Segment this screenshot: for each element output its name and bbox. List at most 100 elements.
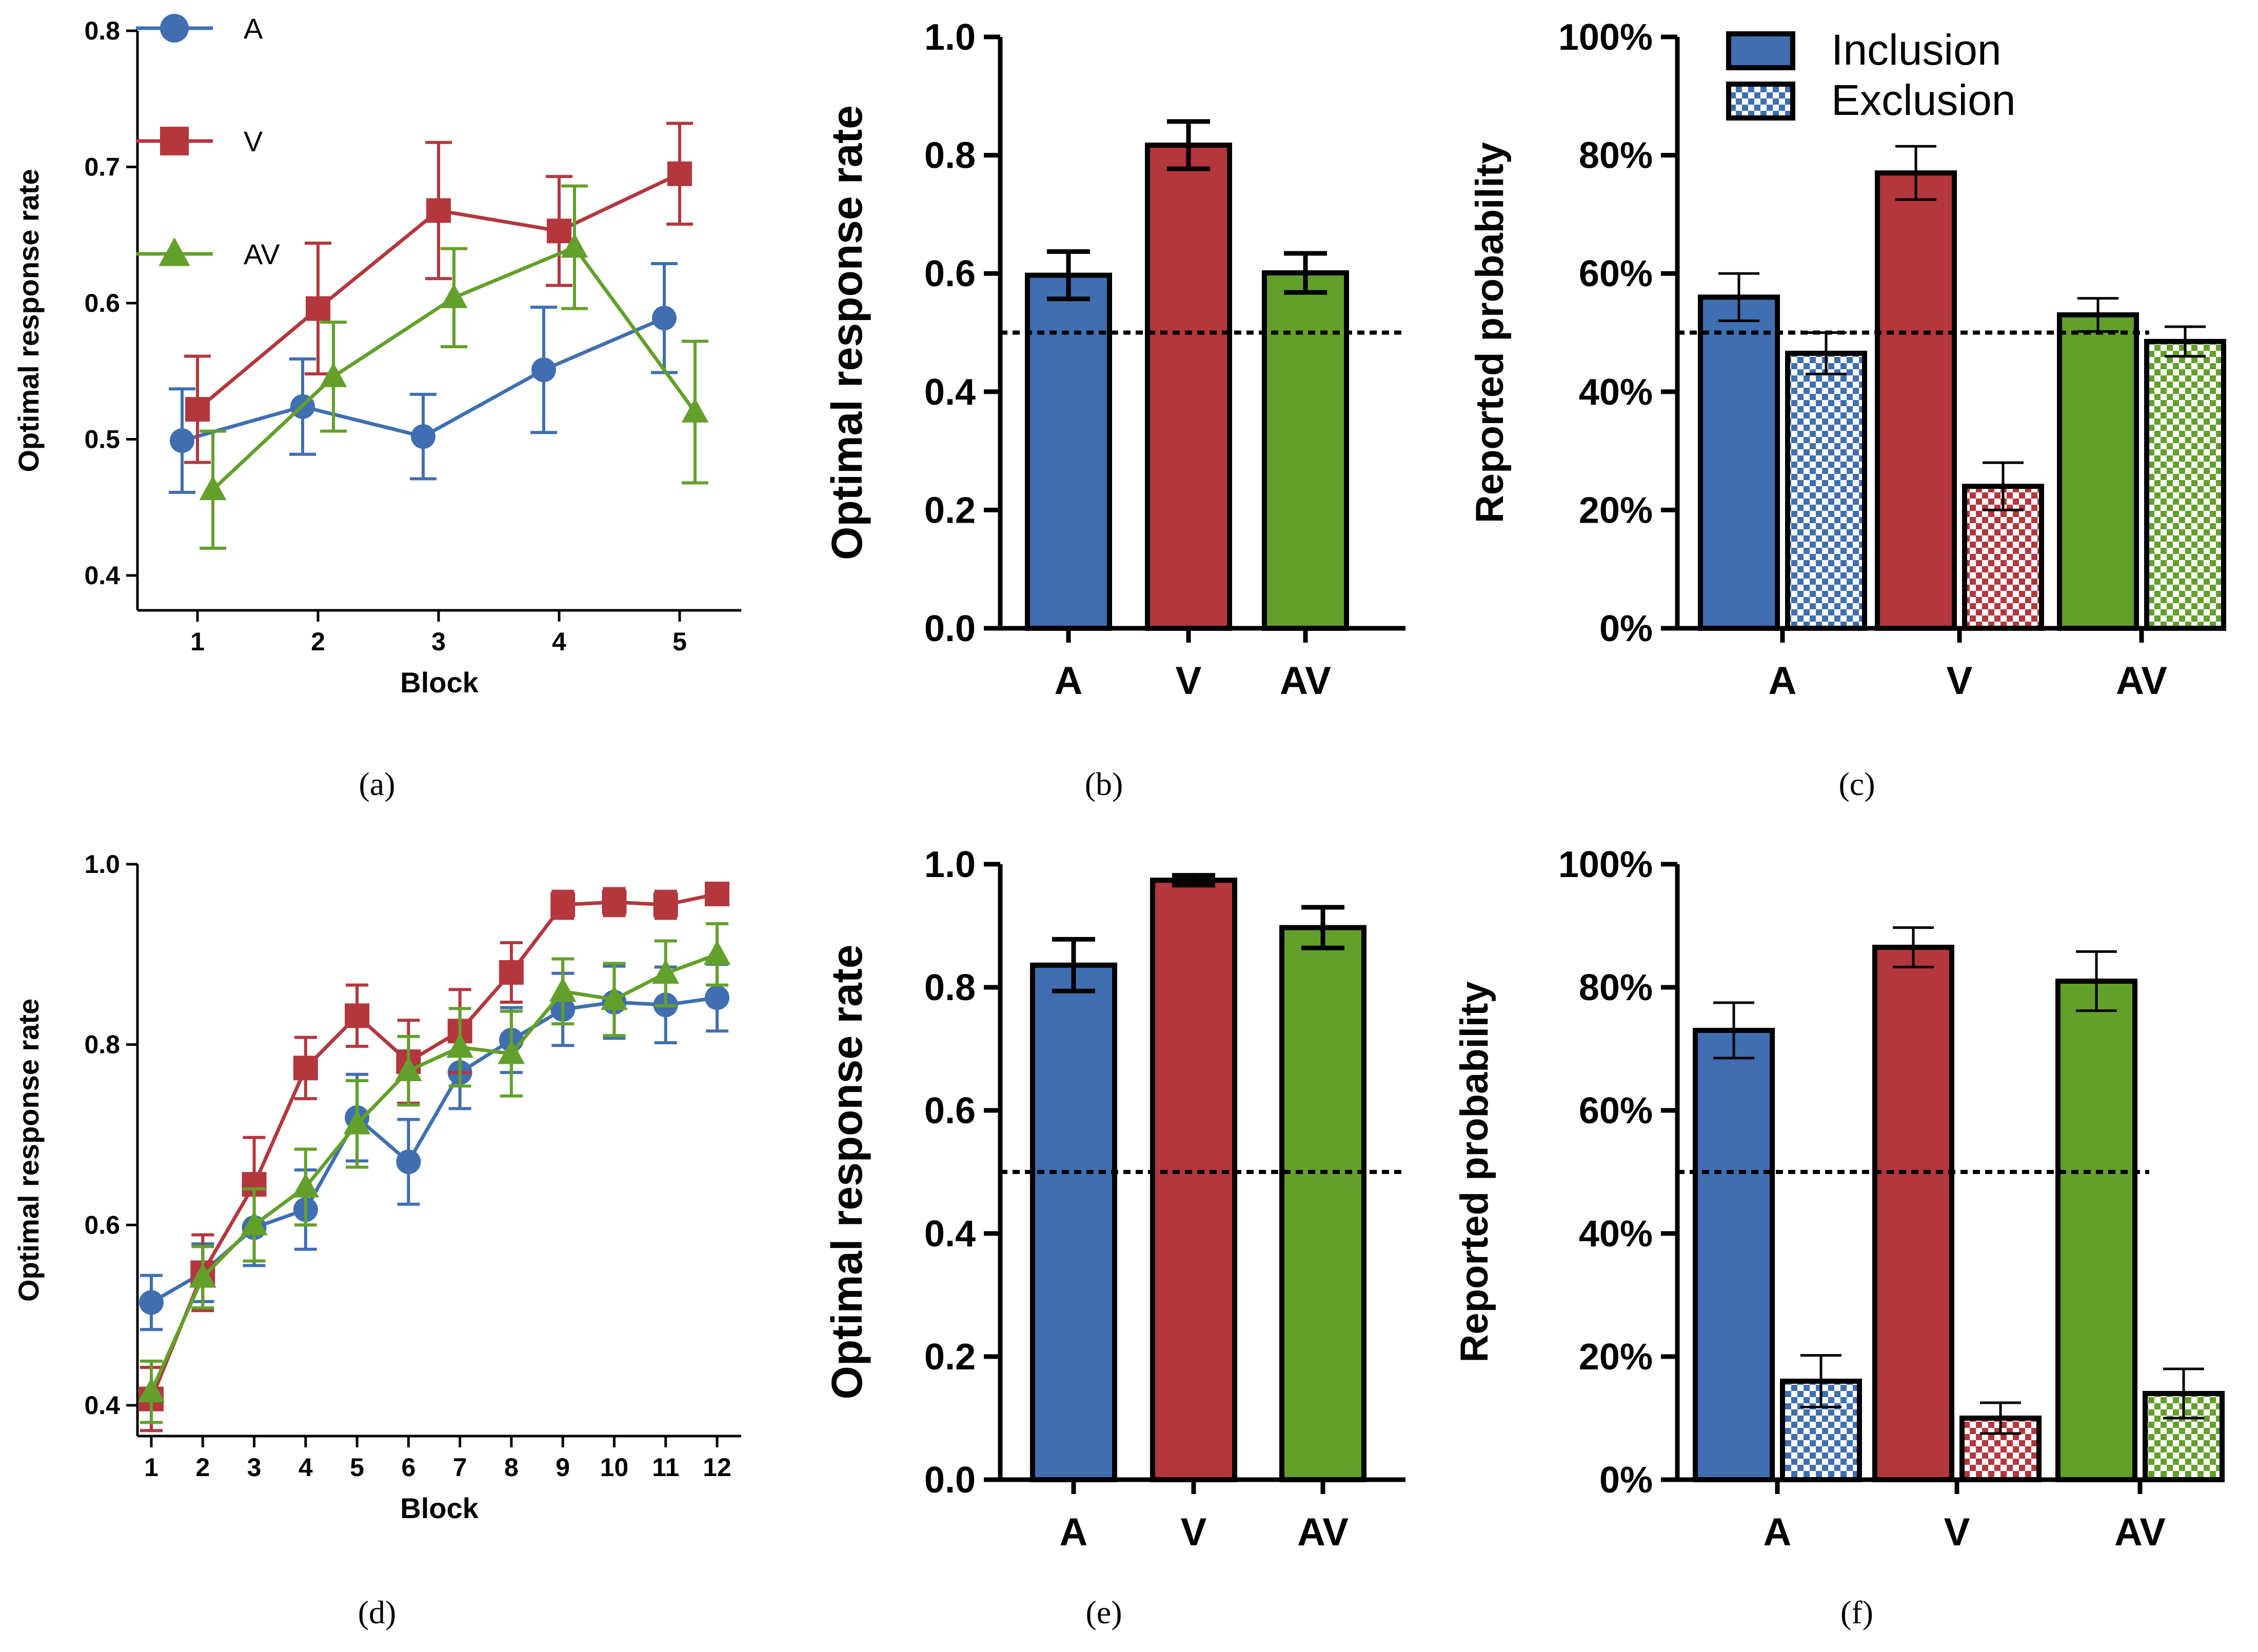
data-point	[498, 1039, 525, 1064]
x-tick-label: 1	[190, 627, 205, 656]
y-tick-label: 0.5	[84, 425, 120, 454]
data-point	[549, 977, 577, 1002]
x-axis-title: Block	[400, 666, 479, 699]
y-tick-label: 0.4	[84, 561, 120, 590]
caption-d: (d)	[358, 1594, 397, 1630]
y-tick-label: 1.0	[84, 850, 120, 879]
bar-A-inclusion	[1693, 1028, 1775, 1482]
x-tick-label: 10	[600, 1453, 629, 1482]
x-tick-label: 8	[504, 1453, 519, 1482]
data-point	[653, 892, 678, 918]
data-point	[440, 283, 468, 308]
y-axis-title: Optimal response rate	[12, 169, 45, 472]
data-point	[293, 1056, 318, 1081]
error-bar-A	[1052, 937, 1095, 993]
y-tick-label: 1.0	[924, 844, 976, 885]
data-point	[550, 892, 576, 918]
x-tick-label: A	[1764, 1510, 1792, 1554]
panel-a-line-chart: 0.4 0.5 0.6 0.7 0.8 1 2 3 4 5 Block Optimal respons…	[12, 12, 741, 699]
data-point	[320, 362, 347, 387]
legend-label: V	[244, 125, 263, 157]
panel-b-bar-chart: 0.0 0.2 0.4 0.6 0.8 1.0 Optimal response rate A…	[823, 17, 1405, 703]
error-bar-AV-exclusion	[2163, 1367, 2204, 1420]
x-tick-label: 12	[703, 1453, 731, 1482]
legend-marker	[159, 237, 190, 266]
panel-e-bar-chart: 0.0 0.2 0.4 0.6 0.8 1.0 Optimal response rate A…	[823, 844, 1405, 1554]
x-tick-label: AV	[2116, 659, 2167, 703]
data-point	[547, 218, 571, 244]
series-AV	[199, 184, 709, 550]
series-A	[139, 963, 729, 1331]
error-bar-AV-exclusion	[2165, 325, 2206, 358]
bar-V-inclusion	[1872, 945, 1954, 1482]
x-tick-label: AV	[1297, 1510, 1349, 1554]
bar-A-exclusion	[1785, 350, 1867, 631]
x-tick-label: 2	[195, 1453, 210, 1482]
x-tick-label: V	[1176, 659, 1202, 703]
y-tick-label: 0.6	[84, 289, 120, 317]
y-axis-title: Optimal response rate	[823, 945, 871, 1400]
x-tick-label: 4	[552, 627, 566, 656]
data-point	[292, 1172, 320, 1198]
series-V	[184, 122, 693, 464]
data-point	[681, 397, 709, 423]
y-tick-label: 0.7	[84, 153, 120, 182]
legend-swatch	[1726, 82, 1795, 121]
legend-label: Exclusion	[1831, 76, 2016, 124]
y-tick-label: 100%	[1558, 17, 1653, 58]
data-point	[189, 1263, 216, 1288]
caption-a: (a)	[359, 766, 395, 802]
data-point	[602, 889, 627, 914]
legend-swatch	[1726, 31, 1795, 70]
error-bar-AV-inclusion	[2076, 950, 2117, 1012]
x-tick-label: 5	[672, 627, 687, 656]
x-tick-label: 3	[431, 627, 446, 656]
x-tick-label: 9	[556, 1453, 570, 1482]
y-tick-label: 0.8	[84, 16, 120, 45]
data-point	[396, 1149, 421, 1175]
data-point	[345, 1003, 370, 1028]
bar-AV-exclusion	[2144, 339, 2226, 631]
y-tick-label: 20%	[1579, 1337, 1653, 1378]
data-point	[531, 357, 556, 383]
bar-AV	[1262, 270, 1349, 631]
y-tick-label: 0.6	[924, 253, 976, 294]
y-tick-label: 0.8	[924, 967, 976, 1008]
series-line	[149, 952, 718, 1393]
x-tick-label: A	[1769, 659, 1797, 703]
y-axis-title: Reported probability	[1453, 981, 1496, 1362]
data-point	[426, 198, 451, 223]
panel-d-line-chart: 0.40.60.81.01 2 3 4 5 6 7 8 9 10 11 12BlockOptimal …	[12, 850, 741, 1524]
bar-AV	[1279, 925, 1366, 1482]
data-point	[199, 475, 227, 501]
y-tick-label: 0.2	[924, 490, 976, 531]
data-point	[137, 1378, 165, 1403]
y-tick-label: 0.4	[924, 372, 976, 413]
y-tick-label: 20%	[1579, 490, 1653, 531]
data-point	[343, 1109, 371, 1134]
x-tick-label: 1	[144, 1453, 159, 1482]
y-tick-label: 0.2	[924, 1337, 976, 1378]
data-point	[705, 882, 729, 907]
data-point	[394, 1057, 422, 1082]
error-bar-V-inclusion	[1895, 145, 1936, 201]
data-point	[561, 233, 588, 258]
bar-V	[1150, 878, 1237, 1482]
caption-e: (e)	[1085, 1594, 1122, 1630]
data-point	[446, 1033, 474, 1058]
y-tick-label: 1.0	[924, 17, 976, 58]
caption-c: (c)	[1838, 766, 1875, 802]
error-bar-A-inclusion	[1718, 272, 1759, 322]
x-tick-label: A	[1060, 1510, 1088, 1554]
x-tick-label: 6	[401, 1453, 415, 1482]
x-tick-label: AV	[1280, 659, 1331, 703]
legend-label: AV	[244, 238, 280, 270]
x-tick-label: V	[1944, 1510, 1970, 1554]
x-tick-label: 5	[350, 1453, 364, 1482]
y-tick-label: 0.4	[84, 1391, 120, 1420]
data-point	[306, 296, 330, 321]
data-point	[411, 424, 435, 449]
series-line	[150, 996, 718, 1304]
